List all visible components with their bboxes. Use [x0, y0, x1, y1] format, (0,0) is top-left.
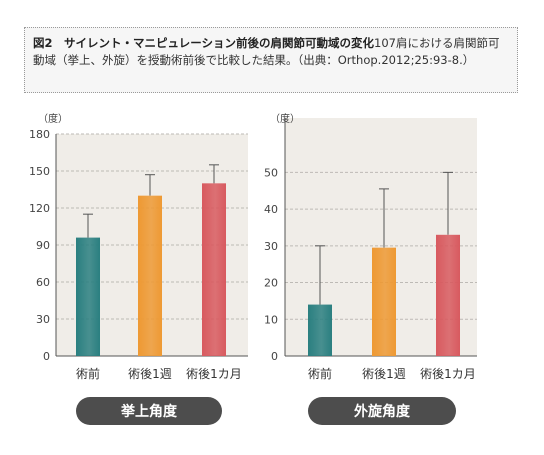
external-rotation-bar-1 — [308, 304, 332, 356]
elevation-y-tick-label: 90 — [36, 239, 50, 252]
elevation-title-pill — [76, 397, 222, 425]
external-rotation-bar-3 — [436, 234, 460, 356]
elevation-y-tick-label: 0 — [43, 350, 50, 363]
caption-text: 107肩における肩関節可動域（挙上、外旋）を授動術前後で比較した結果。（出典：O… — [33, 36, 500, 67]
figure-caption: 図2 サイレント・マニピュレーション前後の肩関節可動域の変化107肩における肩関… — [24, 27, 518, 93]
elevation-y-tick-label: 30 — [36, 313, 50, 326]
external-rotation-y-tick-label: 40 — [264, 203, 278, 216]
external-rotation-title-pill — [308, 397, 456, 425]
external-rotation-bar-2 — [372, 247, 396, 356]
elevation-y-axis-label: （度） — [38, 112, 68, 125]
elevation-category-label: 術後1カ月 — [186, 367, 242, 381]
external-rotation-category-label: 術前 — [308, 366, 332, 381]
elevation-y-tick-label: 60 — [36, 276, 50, 289]
external-rotation-y-tick-label: 20 — [264, 277, 278, 290]
elevation-category-label: 術後1週 — [128, 367, 172, 381]
external-rotation-y-axis-label: （度） — [270, 112, 300, 125]
elevation-bar-2 — [138, 195, 162, 356]
elevation-bar-1 — [76, 237, 100, 356]
elevation-y-tick-label: 150 — [29, 165, 50, 178]
elevation-y-tick-label: 180 — [29, 128, 50, 141]
external-rotation-y-tick-label: 0 — [271, 350, 278, 363]
external-rotation-chart-title: 外旋角度 — [354, 403, 411, 420]
external-rotation-y-tick-label: 50 — [264, 166, 278, 179]
external-rotation-y-tick-label: 10 — [264, 313, 278, 326]
elevation-category-label: 術前 — [76, 366, 100, 381]
caption-title: 図2 サイレント・マニピュレーション前後の肩関節可動域の変化 — [33, 36, 375, 50]
external-rotation-category-label: 術後1週 — [362, 367, 406, 381]
elevation-y-tick-label: 120 — [29, 202, 50, 215]
external-rotation-y-tick-label: 30 — [264, 240, 278, 253]
elevation-bar-3 — [202, 183, 226, 356]
elevation-chart-title: 挙上角度 — [120, 403, 178, 420]
external-rotation-category-label: 術後1カ月 — [420, 367, 476, 381]
